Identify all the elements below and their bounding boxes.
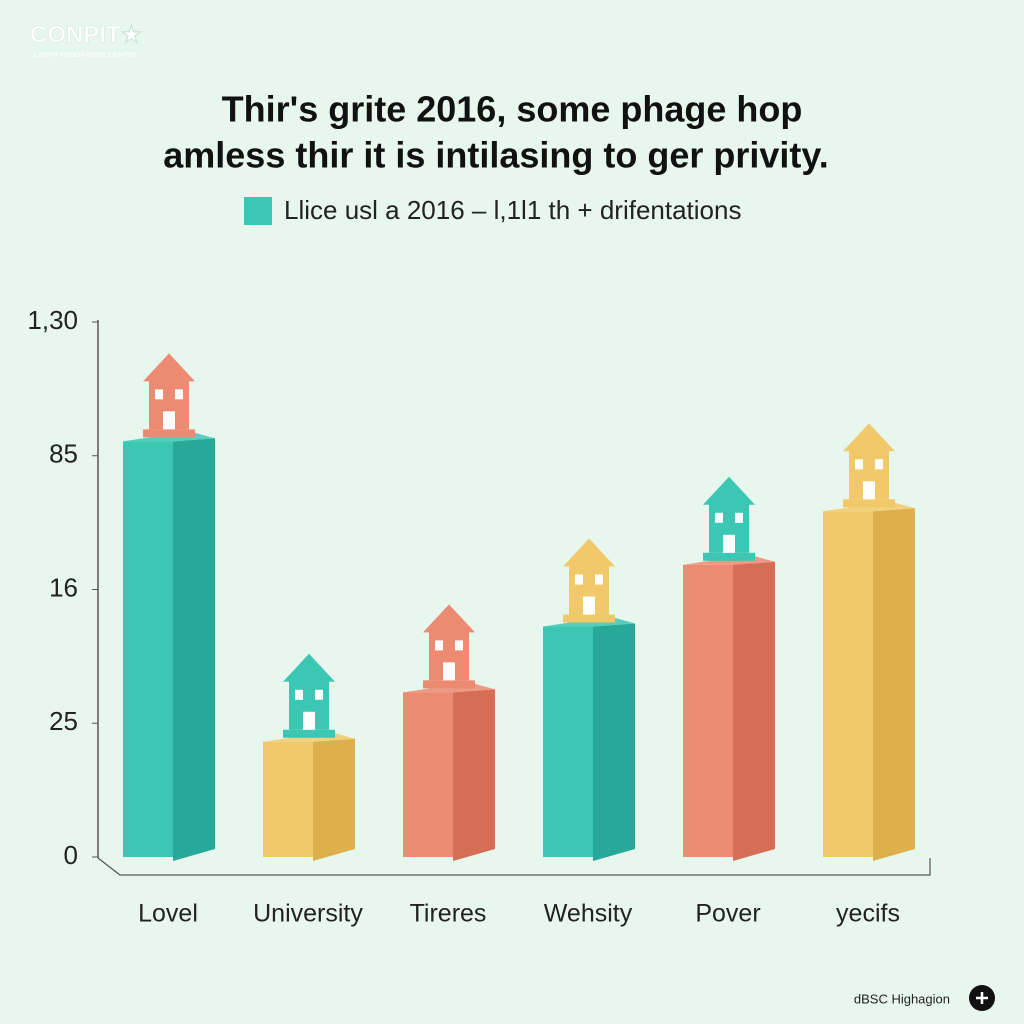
bar-icon [175,389,183,400]
bar-icon [575,574,583,585]
bar-icon [563,614,615,623]
bar-icon [843,423,895,452]
bar-icon [703,476,755,505]
bar-icon [435,640,443,651]
y-tick-label: 0 [64,840,78,870]
bar-icon [283,653,335,682]
bar-icon [423,680,475,689]
x-tick-label: Pover [695,900,760,928]
x-tick-label: University [253,900,363,928]
bar-icon [863,481,875,500]
footer-icon-plus [976,992,988,1004]
bar-icon [563,538,615,567]
x-axis [97,857,931,876]
x-tick-label: Tirerеs [410,900,487,928]
bar-side [453,689,495,861]
bar-icon [843,499,895,508]
bar [683,476,775,861]
x-tick-label: Wehsity [544,900,633,928]
bar-icon [143,429,195,438]
bar-side [173,438,215,861]
bar-icon [315,689,323,700]
bar-icon [855,459,863,470]
bar [543,538,635,861]
bar-side [733,561,775,861]
bar-icon [155,389,163,400]
bar-icon [703,552,755,561]
bar-icon [735,512,743,523]
bar-front [543,626,593,857]
bar-icon [163,411,175,430]
bar [263,653,355,861]
x-tick-label: Lovel [138,900,198,928]
bar-side [873,508,915,861]
bar-icon [423,604,475,633]
bar-front [823,511,873,857]
bar [823,423,915,861]
bar [403,604,495,861]
bar-icon [595,574,603,585]
logo-tagline: CENTR PROGRAMME CENTRE [34,52,138,59]
bar-icon [143,353,195,382]
bar-icon [723,534,735,553]
bar [123,353,215,861]
bar-icon [875,459,883,470]
bar-side [313,738,355,861]
legend-swatch [244,197,272,225]
chart-subtitle: amless thir it is intilasing to ger priv… [163,135,829,176]
y-tick-label: 25 [49,706,78,736]
footer-text: dBSC Highagion [854,991,950,1006]
chart-title: Thir's grite 2016, some phage hop [222,89,803,130]
bar-icon [303,711,315,730]
bar-icon [715,512,723,523]
bar-icon [295,689,303,700]
legend-label: Llice usl a 2016 – l,1l1 th + drifentati… [284,195,741,225]
y-tick-label: 16 [49,572,78,602]
bar-icon [455,640,463,651]
bar-icon [583,596,595,615]
bar-icon [283,729,335,738]
bar-front [403,692,453,857]
logo: CONPIT★ [30,21,143,48]
bar-front [123,441,173,857]
x-tick-label: yecifs [836,900,900,928]
bar-front [683,564,733,857]
bar-side [593,623,635,861]
y-tick-label: 1,30 [27,305,78,335]
y-tick-label: 85 [49,439,78,469]
bar-front [263,741,313,857]
bar-icon [443,662,455,681]
